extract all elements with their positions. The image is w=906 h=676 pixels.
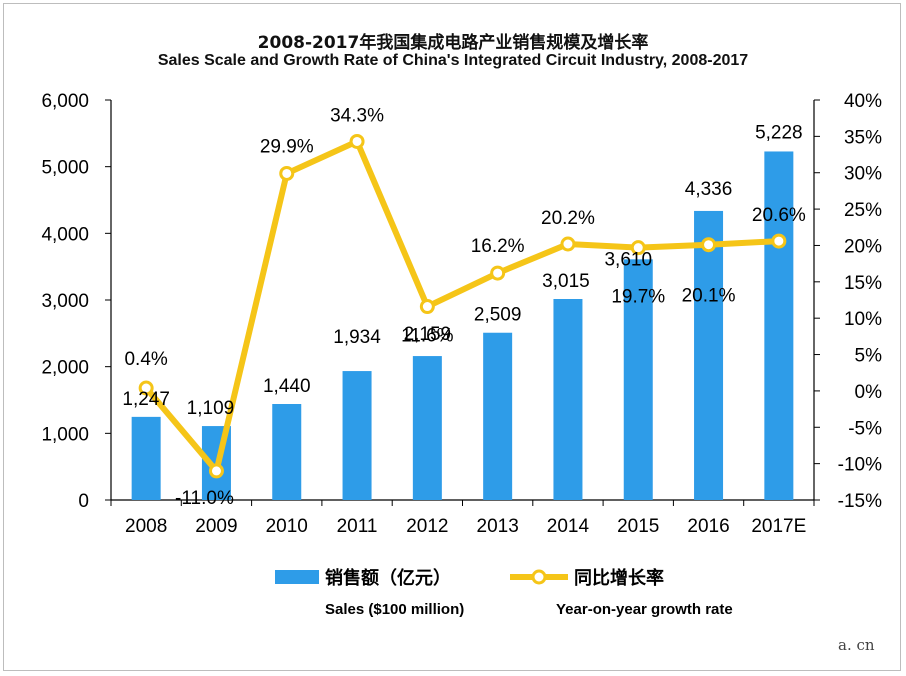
y-left-tick-label: 2,000: [41, 358, 89, 379]
y-right-tick-label: 15%: [844, 273, 882, 294]
y-right-tick-label: -15%: [838, 491, 882, 512]
watermark: a. cn: [838, 636, 875, 654]
growth-rate-point: [138, 380, 154, 396]
growth-rate-point: [701, 237, 717, 253]
sales-data-label: 5,228: [755, 122, 803, 143]
y-right-tick-label: 35%: [844, 127, 882, 148]
sales-data-label: 2,509: [474, 305, 522, 326]
chart-frame: [3, 3, 901, 671]
x-tick-label: 2011: [337, 516, 378, 537]
sales-data-label: 2,159: [404, 324, 452, 345]
y-right-tick-label: 40%: [844, 91, 882, 112]
legend-growth-label-en: Year-on-year growth rate: [556, 601, 733, 618]
x-tick-label: 2015: [617, 516, 659, 537]
sales-data-label: 1,109: [187, 398, 235, 419]
x-tick-label: 2008: [125, 516, 167, 537]
y-right-tick-label: 20%: [844, 236, 882, 257]
sales-data-label: 1,934: [333, 327, 381, 348]
y-left-tick-label: 5,000: [41, 158, 89, 179]
x-tick-label: 2009: [195, 516, 237, 537]
growth-data-label: 20.1%: [682, 286, 736, 307]
legend-sales-swatch: [275, 570, 319, 584]
sales-data-label: 3,015: [542, 271, 590, 292]
sales-data-label: 4,336: [685, 179, 733, 200]
y-left-tick-label: 1,000: [41, 424, 89, 445]
growth-rate-point: [771, 233, 787, 249]
growth-data-label: 29.9%: [260, 136, 314, 157]
y-right-tick-label: 5%: [855, 346, 883, 367]
y-right-tick-label: 10%: [844, 309, 882, 330]
x-tick-label: 2017E: [751, 516, 806, 537]
sales-bar: [764, 151, 794, 500]
growth-data-label: 20.6%: [752, 205, 806, 226]
x-tick-label: 2013: [477, 516, 519, 537]
growth-data-label: 19.7%: [611, 287, 665, 308]
legend-growth-label: 同比增长率: [574, 567, 664, 589]
y-right-tick-label: 25%: [844, 200, 882, 221]
growth-data-label: 20.2%: [541, 208, 595, 229]
chart-subtitle: Sales Scale and Growth Rate of China's I…: [157, 52, 749, 69]
sales-bar: [553, 299, 583, 500]
chart-title: 2008-2017年我国集成电路产业销售规模及增长率: [257, 33, 649, 53]
growth-data-label: 0.4%: [124, 349, 167, 370]
growth-rate-point: [349, 133, 365, 149]
growth-data-label: -11.0%: [175, 488, 234, 509]
y-right-tick-label: 30%: [844, 164, 882, 185]
growth-data-label: 16.2%: [471, 236, 525, 257]
legend-sales-label: 销售额（亿元）: [325, 567, 451, 589]
sales-data-label: 1,247: [122, 389, 170, 410]
y-right-tick-label: -10%: [838, 455, 882, 476]
y-left-tick-label: 3,000: [41, 291, 89, 312]
y-right-tick-label: 0%: [855, 382, 883, 403]
y-left-tick-label: 4,000: [41, 224, 89, 245]
sales-bar: [272, 404, 302, 500]
growth-rate-point: [490, 265, 506, 281]
growth-rate-point: [560, 236, 576, 252]
legend-sales-label-en: Sales ($100 million): [325, 601, 464, 618]
sales-bar: [694, 210, 724, 500]
legend-growth-marker: [531, 569, 547, 585]
sales-bar: [623, 259, 653, 500]
sales-data-label: 3,610: [604, 249, 652, 270]
x-tick-label: 2014: [547, 516, 590, 537]
growth-rate-point: [208, 463, 224, 479]
growth-data-label: 34.3%: [330, 105, 384, 126]
sales-bar: [483, 332, 513, 500]
growth-rate-point: [630, 240, 646, 256]
y-left-tick-label: 0: [78, 491, 89, 512]
x-tick-label: 2016: [687, 516, 729, 537]
sales-data-label: 1,440: [263, 376, 311, 397]
sales-bar: [131, 416, 161, 500]
x-tick-label: 2010: [266, 516, 308, 537]
y-left-tick-label: 6,000: [41, 91, 89, 112]
sales-bar: [342, 371, 372, 500]
growth-rate-point: [279, 165, 295, 181]
growth-rate-line: [143, 138, 782, 474]
y-right-tick-label: -5%: [848, 418, 882, 439]
sales-bar: [412, 356, 442, 500]
growth-rate-point: [419, 299, 435, 315]
growth-data-label: 11.6%: [401, 326, 454, 347]
x-tick-label: 2012: [406, 516, 448, 537]
